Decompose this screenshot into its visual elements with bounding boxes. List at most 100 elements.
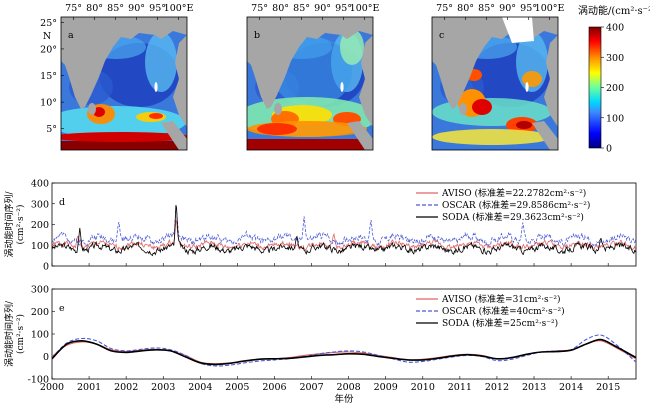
eke-patch [149, 113, 163, 119]
map-frame [60, 16, 188, 151]
land-mass [161, 121, 187, 150]
x-tick-label: 2004 [188, 382, 212, 393]
eke-patch [61, 132, 187, 142]
lon-tick-label: 100°E [535, 3, 565, 14]
colorbar-ticks: 400 300 200 100 0 [601, 23, 624, 155]
lat-tick-label: 15° [40, 71, 57, 82]
eke-patch [432, 129, 552, 145]
x-tick-label: 2014 [559, 382, 583, 393]
island [154, 82, 158, 92]
lon-tick-label: 85° [107, 3, 124, 14]
y-tick-label: 300 [31, 199, 49, 210]
legend-entry-2: SODA (标准差=29.3623cm²·s⁻²) [442, 211, 584, 223]
panel-label-a: a [68, 30, 74, 41]
y-axis-label-line2: (cm²·s⁻²) [15, 204, 26, 244]
y-tick-label: 100 [31, 330, 49, 341]
lon-tick-label: 90° [314, 3, 331, 14]
land-mass [432, 17, 558, 109]
island [340, 82, 344, 92]
x-tick-label: 2003 [151, 382, 175, 393]
plot-frame [51, 288, 637, 380]
panel-label-d: d [59, 197, 65, 208]
land-mass [247, 17, 373, 109]
colorbar-tick-label: 400 [606, 23, 624, 34]
x-tick-label: 2008 [337, 382, 361, 393]
series-line-2 [52, 338, 636, 366]
x-axis-label: 年份 [334, 393, 354, 405]
eke-patch [257, 123, 297, 135]
y-axis-label: 涡动能时间序列/(cm²·s⁻²) [3, 300, 26, 367]
y-tick-label: 100 [31, 241, 49, 252]
lon-tick-label: 85° [293, 3, 310, 14]
x-tick-label: 2013 [522, 382, 546, 393]
lon-tick-label: 100°E [164, 3, 194, 14]
lat-tick-label: 5° [46, 124, 57, 135]
y-axis-label-line1: 涡动能时间序列/ [3, 191, 15, 258]
lon-tick-label: 80° [272, 3, 289, 14]
land-mass [359, 35, 373, 127]
eke-patch [516, 121, 532, 129]
lon-tick-label: 90° [499, 3, 516, 14]
lon-tick-label: 95° [149, 3, 166, 14]
lon-tick-label: 90° [128, 3, 145, 14]
colorbar-tick-label: 100 [606, 113, 624, 124]
panel-label-c: c [439, 30, 444, 41]
y-tick-label: 200 [31, 307, 49, 318]
x-tick-label: 2001 [77, 382, 101, 393]
map-panel-c [432, 17, 558, 150]
lon-tick-label: 75° [436, 3, 453, 14]
lon-tick-label: 85° [478, 3, 495, 14]
legend-entry-1: OSCAR (标准差=40cm²·s⁻²) [442, 305, 565, 317]
y-tick-label: 200 [31, 220, 49, 231]
x-tick-label: 2009 [374, 382, 398, 393]
missing-data [502, 17, 534, 43]
map-panel-b [247, 17, 373, 150]
lon-tick-label: 80° [86, 3, 103, 14]
y-tick-label: 0 [43, 352, 49, 363]
colorbar-tick-label: 300 [606, 53, 624, 64]
lon-tick-label: 75° [251, 3, 268, 14]
x-tick-label: 2002 [114, 382, 138, 393]
land-mass [88, 103, 96, 115]
y-axis-label-line1: 涡动能时间序列/ [3, 300, 15, 367]
eke-patch [93, 107, 105, 117]
legend-entry-0: AVISO (标准差=22.2782cm²·s⁻²) [441, 187, 586, 199]
x-tick-label: 2000 [40, 382, 64, 393]
colorbar: 涡动能/(cm²·s⁻²) 400 300 200 100 0 [578, 4, 650, 155]
colorbar-tick-label: 200 [606, 83, 624, 94]
x-tick-label: 2010 [411, 382, 435, 393]
x-tick-label: 2015 [596, 382, 620, 393]
y-tick-label: 400 [31, 179, 49, 190]
colorbar-tick-label: 0 [606, 144, 612, 155]
y-tick-label: 300 [31, 285, 49, 296]
y-axis-label-line2: (cm²·s⁻²) [15, 314, 26, 354]
y-axis-label: 涡动能时间序列/(cm²·s⁻²) [3, 191, 26, 258]
x-tick-label: 2011 [448, 382, 472, 393]
land-mass [173, 35, 187, 127]
eke-patch [472, 99, 492, 115]
x-tick-label: 2006 [262, 382, 286, 393]
panel-label-b: b [254, 30, 260, 41]
land-mass [544, 35, 558, 127]
y-tick-label: 0 [43, 262, 49, 273]
x-tick-label: 2005 [225, 382, 249, 393]
map-frame [246, 16, 374, 151]
series-line-1 [52, 208, 636, 247]
lon-tick-label: 95° [520, 3, 537, 14]
legend-entry-0: AVISO (标准差=31cm²·s⁻²) [441, 293, 561, 305]
land-mass [274, 103, 282, 115]
north-label: N [43, 31, 51, 42]
legend-entry-1: OSCAR (标准差=29.8586cm²·s⁻²) [442, 199, 590, 211]
x-tick-label: 2007 [299, 382, 323, 393]
land-mass [459, 103, 467, 115]
lat-tick-label: 10° [40, 98, 57, 109]
island [525, 82, 529, 92]
panel-e: -100 0 100 200 300 2000 2001 2002 2003 2004 2005 20… [3, 285, 637, 405]
eke-patch [145, 32, 177, 92]
equator-band [247, 139, 373, 150]
y-tick-label: -100 [28, 375, 49, 386]
land-mass [347, 121, 373, 150]
map-frame [431, 16, 559, 151]
